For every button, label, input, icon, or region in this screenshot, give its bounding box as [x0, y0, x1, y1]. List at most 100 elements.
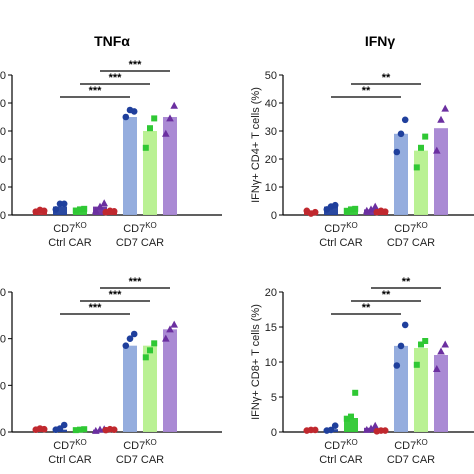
y-tick-label: 0: [0, 334, 6, 346]
data-point: [311, 208, 319, 216]
data-point: [60, 200, 68, 208]
y-tick-label: 40: [265, 98, 277, 110]
data-point: [151, 340, 158, 347]
y-tick-label: 0: [0, 70, 6, 82]
y-tick-label: 0: [0, 182, 6, 194]
bar: [143, 345, 157, 432]
data-point: [331, 201, 339, 209]
data-point: [367, 205, 375, 213]
y-tick-label: 50: [265, 70, 277, 82]
data-point: [413, 164, 420, 171]
ifn-panel-title: IFNγ: [365, 33, 396, 49]
y-tick-label: 20: [265, 154, 277, 166]
data-point: [77, 426, 83, 433]
bar: [93, 206, 107, 215]
significance-label: ***: [129, 59, 143, 71]
data-point: [393, 362, 401, 369]
bar: [434, 355, 448, 432]
significance-label: **: [382, 72, 391, 84]
group-label-superscript: KO: [75, 438, 87, 447]
y-tick-label: 15: [265, 322, 277, 334]
data-point: [110, 426, 118, 433]
data-point: [367, 424, 375, 432]
group-label-line1: CD7KO: [394, 221, 428, 236]
group-label-line2: Ctrl CAR: [319, 454, 362, 466]
bar: [33, 212, 47, 215]
bar: [53, 206, 67, 215]
group-label-superscript: KO: [75, 221, 87, 230]
y-tick-label: 0: [0, 98, 6, 110]
data-point: [60, 421, 68, 429]
data-point: [393, 148, 401, 156]
data-point: [110, 208, 118, 215]
data-point: [92, 206, 100, 214]
y-tick-label: 0: [0, 427, 6, 439]
data-point: [72, 427, 79, 434]
group-label-line2: Ctrl CAR: [319, 237, 362, 249]
data-point: [77, 206, 83, 213]
data-point: [418, 341, 424, 348]
significance-label: ***: [89, 85, 103, 97]
group-label-line1: CD7KO: [324, 438, 358, 453]
data-point: [142, 354, 149, 361]
y-tick-label: 0: [271, 210, 277, 222]
data-point: [422, 133, 429, 140]
data-point: [331, 422, 339, 430]
data-point: [433, 146, 441, 154]
bar: [414, 150, 428, 215]
data-point: [343, 415, 350, 422]
data-point: [441, 340, 449, 348]
data-point: [122, 342, 130, 349]
data-point: [437, 347, 445, 355]
y-axis-label: IFNγ+ CD4+ T cells (%): [250, 87, 262, 203]
data-point: [397, 130, 405, 138]
data-point: [147, 347, 153, 354]
data-point: [166, 114, 174, 122]
data-point: [170, 320, 178, 328]
significance-label: ***: [89, 302, 103, 314]
data-point: [162, 129, 170, 137]
group-label-superscript: KO: [145, 221, 157, 230]
group-label-line1: CD7KO: [123, 438, 157, 453]
y-tick-label: 0: [0, 380, 6, 392]
y-tick-label: 30: [265, 126, 277, 138]
significance-label: ***: [109, 72, 123, 84]
data-point: [352, 389, 359, 396]
data-point: [151, 115, 158, 122]
group-label-line1: CD7KO: [324, 221, 358, 236]
data-point: [348, 413, 354, 420]
data-point: [72, 207, 79, 214]
data-point: [130, 330, 138, 338]
data-point: [40, 425, 48, 433]
data-point: [170, 101, 178, 109]
data-point: [371, 202, 379, 210]
significance-label: **: [402, 276, 411, 288]
data-point: [130, 108, 138, 115]
group-label-line2: CD7 CAR: [116, 237, 164, 249]
data-point: [401, 321, 409, 329]
group-label-superscript: KO: [346, 221, 358, 230]
y-tick-label: 5: [271, 392, 277, 404]
group-label-line2: Ctrl CAR: [48, 237, 91, 249]
group-label-superscript: KO: [346, 438, 358, 447]
y-tick-label: 10: [265, 357, 277, 369]
data-point: [352, 205, 359, 212]
significance-label: ***: [129, 276, 143, 288]
y-tick-label: 0: [0, 154, 6, 166]
group-label-line2: CD7 CAR: [387, 237, 435, 249]
significance-label: **: [362, 302, 371, 314]
bar: [143, 131, 157, 215]
bar: [414, 348, 428, 432]
y-tick-label: 20: [265, 287, 277, 299]
y-tick-label: 0: [271, 427, 277, 439]
bar: [163, 117, 177, 215]
group-label-superscript: KO: [145, 438, 157, 447]
data-point: [100, 199, 108, 207]
data-point: [418, 144, 424, 151]
group-label-superscript: KO: [416, 221, 428, 230]
group-label-superscript: KO: [416, 438, 428, 447]
